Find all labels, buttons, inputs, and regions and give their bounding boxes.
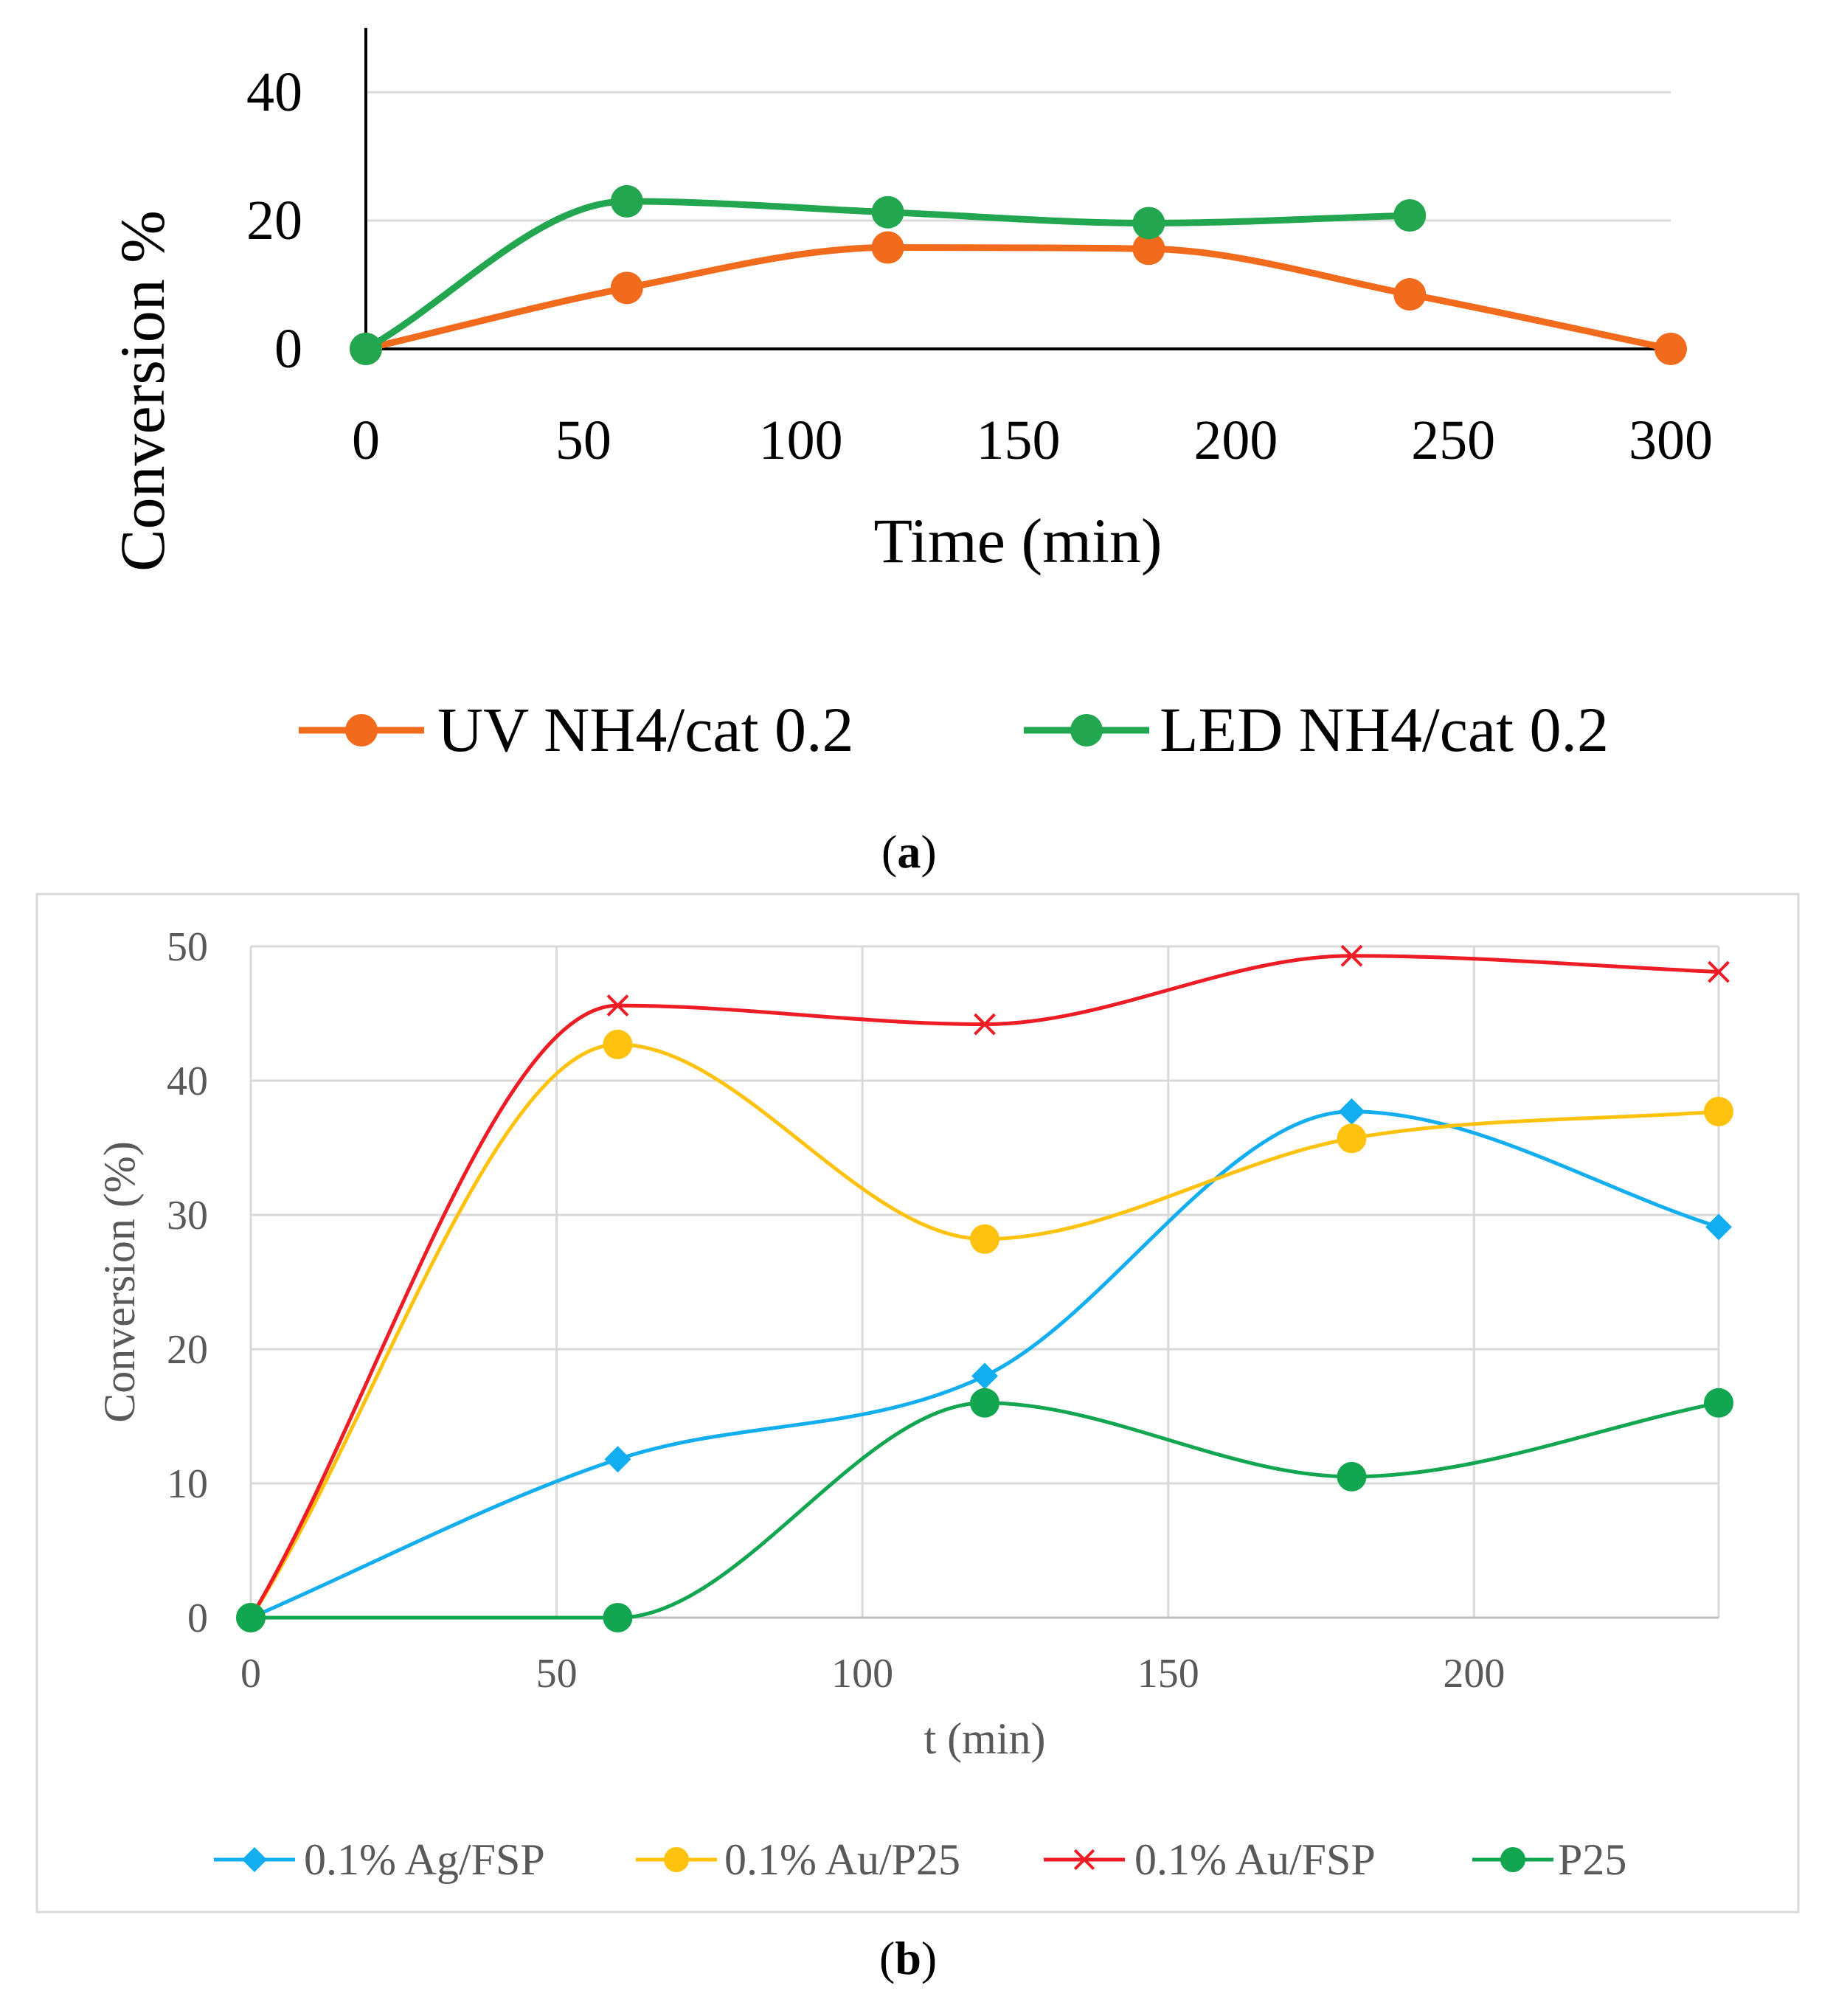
chart-b-legend-label: 0.1% Ag/FSP <box>304 1835 545 1884</box>
chart-b-data-point <box>1705 1213 1732 1241</box>
chart-b-data-point <box>1704 1388 1733 1418</box>
chart-b-data-point <box>1338 1098 1365 1125</box>
chart-b-legend-marker <box>664 1847 689 1872</box>
chart-a-x-tick-label: 300 <box>1629 409 1713 471</box>
chart-b: 0 10 20 30 40 50 0 50 100 150 200 t (min) Conversion… <box>95 924 1733 1884</box>
chart-a-y-tick-label: 20 <box>246 190 302 252</box>
chart-b-x-tick-label: 50 <box>536 1651 578 1697</box>
chart-b-legend-item: 0.1% Au/FSP <box>1044 1835 1376 1884</box>
chart-b-legend-marker <box>1500 1847 1525 1872</box>
chart-a-data-point <box>610 184 643 218</box>
chart-b-data-point <box>603 1029 633 1059</box>
chart-b-data-point <box>974 1013 996 1036</box>
chart-b-x-tick-label: 100 <box>831 1651 893 1697</box>
chart-a-x-tick-label: 250 <box>1411 409 1495 471</box>
chart-a-x-tick-label: 100 <box>759 409 843 471</box>
chart-b-y-tick-label: 40 <box>167 1059 208 1104</box>
chart-b-data-point <box>970 1388 999 1418</box>
chart-b-series-1 <box>236 1029 1733 1632</box>
chart-a-data-point <box>1654 333 1687 365</box>
chart-a-x-tick-label: 150 <box>977 409 1061 471</box>
chart-b-data-point <box>1340 944 1363 967</box>
chart-a: 0 20 40 0 50 100 150 200 250 300 Time (min) Convers… <box>107 28 1713 765</box>
chart-b-legend-label: P25 <box>1558 1835 1626 1884</box>
chart-b-legend-marker <box>1073 1849 1095 1871</box>
chart-b-data-point <box>970 1224 999 1254</box>
chart-a-data-point <box>871 231 904 264</box>
chart-a-y-tick-label: 40 <box>246 61 302 123</box>
chart-b-data-point <box>971 1362 998 1390</box>
chart-b-data-point <box>1337 1461 1367 1492</box>
chart-a-y-tick-label: 0 <box>274 318 302 380</box>
chart-b-data-point <box>1704 1096 1733 1126</box>
chart-b-series-line <box>251 1401 1719 1620</box>
chart-b-data-point <box>606 994 629 1016</box>
chart-b-legend-item: 0.1% Ag/FSP <box>214 1835 545 1884</box>
chart-b-x-tick-label: 150 <box>1137 1651 1199 1697</box>
chart-a-series-0 <box>350 231 1687 365</box>
chart-a-legend-label: LED NH4/cat 0.2 <box>1160 694 1609 765</box>
chart-a-legend-item: LED NH4/cat 0.2 <box>1024 694 1609 765</box>
chart-b-legend-marker <box>242 1847 267 1872</box>
chart-b-data-point <box>1337 1123 1367 1154</box>
chart-b-x-tick-label: 200 <box>1443 1651 1505 1697</box>
chart-b-data-point <box>236 1603 266 1632</box>
chart-b-y-tick-label: 10 <box>167 1461 208 1507</box>
chart-a-series-1 <box>350 184 1427 365</box>
chart-a-data-point <box>350 333 382 365</box>
chart-a-legend-label: UV NH4/cat 0.2 <box>437 694 854 765</box>
chart-a-x-axis-title: Time (min) <box>873 505 1162 576</box>
chart-a-x-tick-label: 0 <box>352 409 380 471</box>
chart-a-data-point <box>1393 278 1427 311</box>
chart-b-series-line <box>249 1042 1719 1619</box>
chart-a-data-point <box>1393 199 1427 232</box>
chart-b-data-point <box>603 1603 633 1632</box>
chart-b-y-tick-label: 30 <box>167 1193 208 1239</box>
chart-a-legend-item: UV NH4/cat 0.2 <box>299 694 854 765</box>
chart-b-y-tick-label: 0 <box>187 1596 208 1641</box>
chart-a-y-axis-title: Conversion % <box>107 210 178 572</box>
chart-a-x-tick-label: 50 <box>555 409 611 471</box>
panel-label-b: (b) <box>879 1932 938 1984</box>
chart-b-legend-label: 0.1% Au/P25 <box>724 1835 960 1884</box>
chart-b-data-point <box>1708 960 1730 983</box>
chart-b-series-3 <box>236 1388 1733 1632</box>
chart-b-y-tick-label: 20 <box>167 1327 208 1373</box>
chart-b-x-tick-label: 0 <box>240 1651 261 1697</box>
chart-a-x-tick-label: 200 <box>1193 409 1278 471</box>
chart-b-legend-label: 0.1% Au/FSP <box>1134 1835 1376 1884</box>
panel-label-a: (a) <box>881 825 937 878</box>
chart-b-y-tick-label: 50 <box>167 924 208 970</box>
chart-a-data-point <box>871 195 904 229</box>
chart-b-x-axis-title: t (min) <box>924 1714 1046 1763</box>
chart-b-legend-item: P25 <box>1472 1835 1626 1884</box>
chart-b-legend-item: 0.1% Au/P25 <box>636 1835 960 1884</box>
chart-a-legend-marker <box>345 714 378 747</box>
chart-a-data-point <box>610 271 643 305</box>
chart-b-frame <box>35 893 1800 1913</box>
chart-b-series-2 <box>240 944 1730 1629</box>
chart-b-data-point <box>604 1446 631 1473</box>
chart-a-data-point <box>1132 207 1165 240</box>
chart-a-data-point <box>1132 232 1165 266</box>
chart-b-y-axis-title: Conversion (%) <box>95 1141 144 1423</box>
chart-a-legend-marker <box>1070 714 1103 747</box>
chart-a-series-line <box>362 244 1674 353</box>
chart-b-series-line <box>249 954 1719 1619</box>
